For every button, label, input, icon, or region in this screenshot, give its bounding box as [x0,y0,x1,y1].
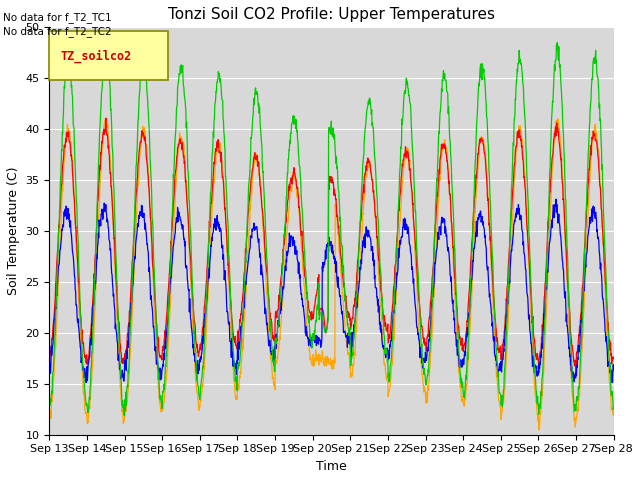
Open -2cm [45,363,53,369]
X-axis label: Time: Time [316,460,347,473]
Line: Open -4cm: Open -4cm [49,43,614,416]
Open -2cm [543,247,551,253]
Line: Tree -2cm: Tree -2cm [49,119,614,430]
Open -2cm [157,355,165,360]
Tree -4cm [493,361,501,367]
Text: TZ_soilco2: TZ_soilco2 [61,49,132,62]
Tree -4cm [234,357,242,363]
Tree -2cm [45,405,53,411]
Open -2cm [234,339,242,345]
Tree -2cm [234,381,242,387]
FancyBboxPatch shape [49,31,168,80]
Open -2cm [610,356,618,361]
Open -4cm [172,134,179,140]
Tree -2cm [103,116,111,121]
Open -4cm [157,398,165,404]
Open -4cm [120,413,128,419]
Tree -4cm [83,380,90,385]
Tree -2cm [493,376,501,382]
Open -2cm [420,336,428,341]
Line: Open -2cm: Open -2cm [49,118,614,371]
Title: Tonzi Soil CO2 Profile: Upper Temperatures: Tonzi Soil CO2 Profile: Upper Temperatur… [168,7,495,22]
Tree -2cm [610,408,618,414]
Tree -4cm [610,368,618,373]
Tree -2cm [420,382,428,388]
Tree -4cm [420,358,428,363]
Text: No data for f_T2_TC1: No data for f_T2_TC1 [3,12,112,23]
Open -4cm [420,366,428,372]
Open -4cm [45,395,53,400]
Tree -2cm [172,194,179,200]
Open -2cm [493,335,501,341]
Tree -4cm [157,374,165,380]
Open -2cm [572,368,580,374]
Tree -2cm [543,282,551,288]
Tree -4cm [45,368,53,374]
Tree -4cm [552,196,560,202]
Open -4cm [543,250,551,256]
Open -4cm [554,40,561,46]
Line: Tree -4cm: Tree -4cm [49,199,614,383]
Tree -4cm [543,268,551,274]
Open -4cm [610,405,618,410]
Text: No data for f_T2_TC2: No data for f_T2_TC2 [3,26,112,37]
Open -4cm [234,366,242,372]
Y-axis label: Soil Temperature (C): Soil Temperature (C) [7,167,20,295]
Open -2cm [172,171,179,177]
Open -4cm [493,360,501,366]
Tree -4cm [172,230,179,236]
Tree -2cm [535,427,543,433]
Open -2cm [102,115,109,121]
Tree -2cm [157,409,165,415]
